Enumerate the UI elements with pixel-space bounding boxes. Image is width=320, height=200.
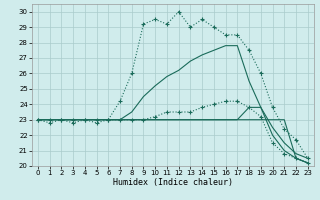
X-axis label: Humidex (Indice chaleur): Humidex (Indice chaleur) [113, 178, 233, 187]
